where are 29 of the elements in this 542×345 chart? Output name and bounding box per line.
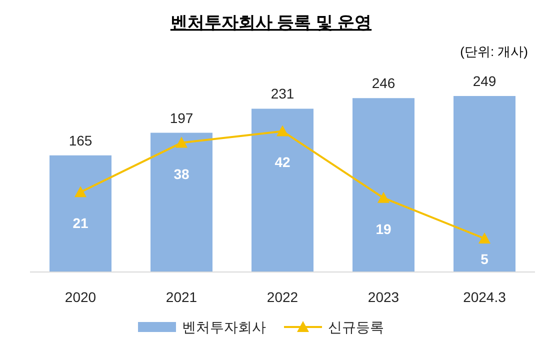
x-tick-label: 2024.3	[463, 289, 506, 305]
data-label: 19	[376, 220, 392, 237]
data-label: 21	[72, 215, 88, 232]
x-tick-label: 2023	[368, 289, 400, 305]
data-label: 197	[170, 110, 194, 126]
data-label: 42	[274, 154, 290, 170]
x-tick-label: 2020	[64, 289, 96, 305]
text: (단위: 개사)	[460, 44, 528, 59]
legend-label: 벤처투자회사	[182, 319, 266, 335]
point	[378, 192, 390, 203]
point	[276, 125, 288, 136]
x-tick-label: 2021	[166, 289, 198, 305]
point	[176, 136, 188, 148]
bar	[252, 108, 314, 272]
chart-title: 벤처투자회사 등록 및 운영	[170, 13, 372, 32]
bar	[150, 132, 212, 272]
point	[74, 186, 86, 198]
legend-label: 신규등록	[328, 319, 384, 335]
bar	[50, 155, 112, 272]
data-label: 5	[480, 251, 489, 267]
data-label: 231	[270, 86, 294, 102]
data-label: 249	[472, 73, 496, 89]
data-label: 38	[174, 166, 190, 182]
bar	[352, 98, 414, 272]
data-label: 246	[372, 75, 396, 92]
data-label: 165	[68, 132, 92, 148]
bar	[454, 96, 516, 272]
point	[478, 232, 490, 244]
x-tick-label: 2022	[266, 289, 298, 305]
